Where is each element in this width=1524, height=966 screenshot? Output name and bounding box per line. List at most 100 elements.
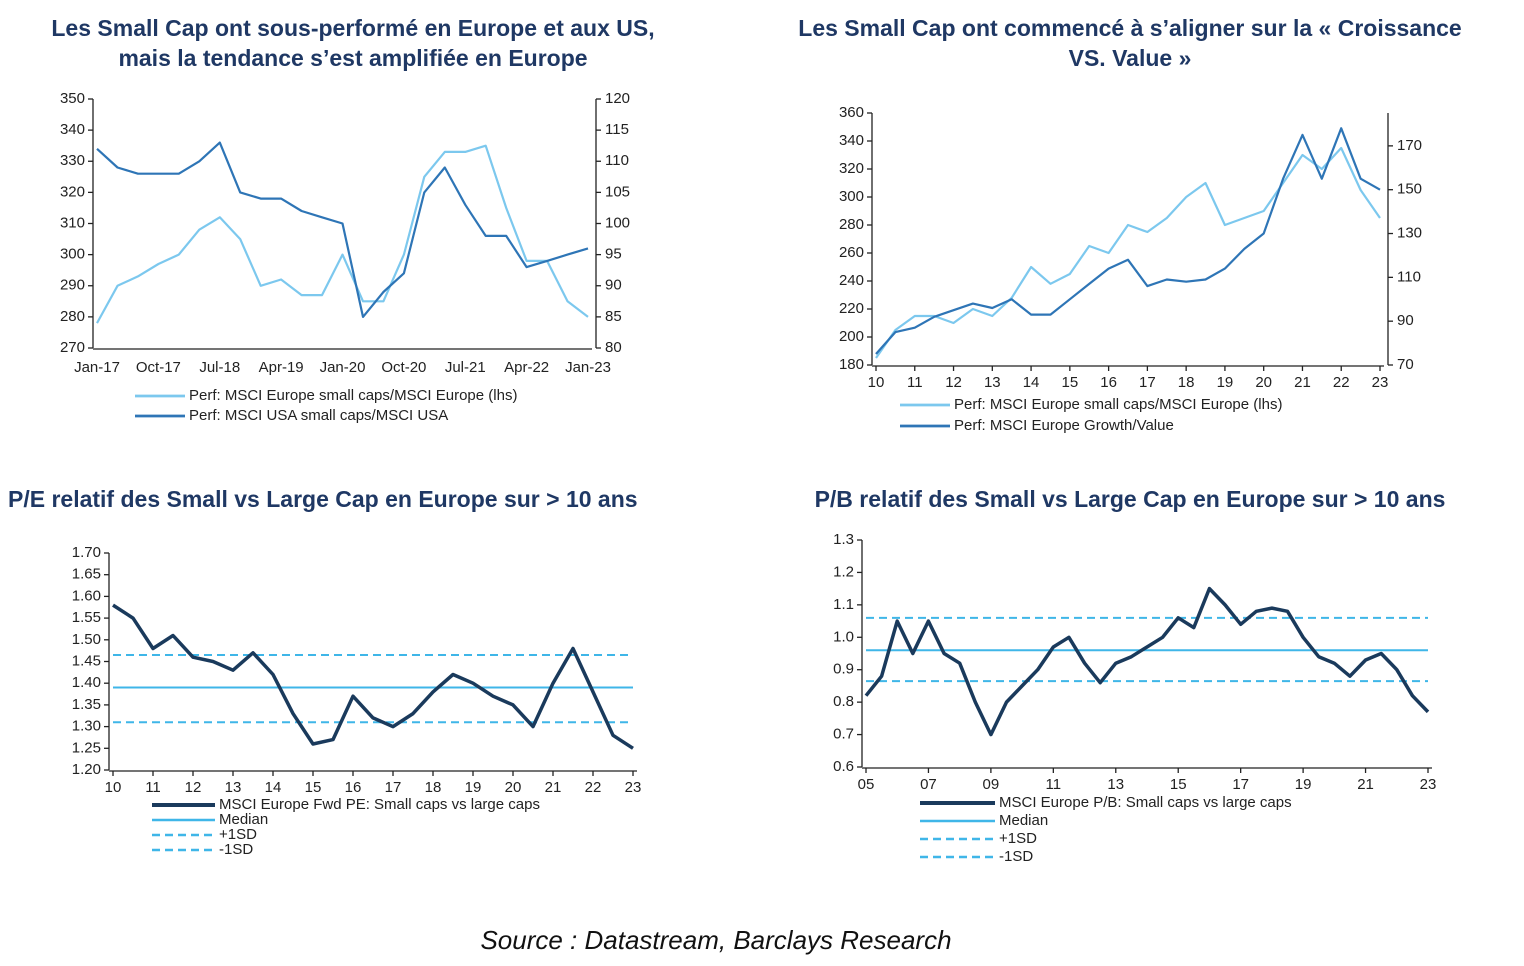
series-line [96,144,589,324]
y-tick-label: 1.40 [72,674,101,691]
y2-tick-label: 85 [605,308,622,325]
x-tick-label: 18 [1178,374,1195,391]
y-tick-label: 0.8 [833,693,854,710]
y-tick-label: 320 [839,160,864,177]
y-tick-label: 1.2 [833,563,854,580]
y2-tick-label: 90 [605,277,622,294]
y-tick-label: 1.35 [72,696,101,713]
x-tick-label: 12 [185,779,202,796]
x-tick-label: 21 [1357,776,1374,793]
legend-label: -1SD [219,841,253,858]
y-tick-label: 280 [839,216,864,233]
series-line [864,586,1430,737]
x-tick-label: Oct-20 [381,359,426,376]
x-tick-label: 16 [1100,374,1117,391]
x-tick-label: 20 [505,779,522,796]
x-tick-label: 10 [105,779,122,796]
legend-label: +1SD [999,830,1037,847]
x-tick-label: 05 [858,776,875,793]
y-tick-label: 340 [60,121,85,138]
legend-label: Perf: MSCI Europe small caps/MSCI Europe… [189,387,517,404]
y-tick-label: 310 [60,214,85,231]
y2-tick-label: 110 [1397,268,1421,285]
x-tick-label: 22 [1333,374,1350,391]
x-tick-label: 13 [225,779,242,796]
y2-tick-label: 70 [1397,356,1414,373]
y-tick-label: 1.20 [72,761,101,778]
y-tick-label: 0.6 [833,758,854,775]
x-tick-label: 13 [1107,776,1124,793]
y-tick-label: 330 [60,152,85,169]
y-tick-label: 1.1 [833,596,854,613]
legend-label: MSCI Europe Fwd PE: Small caps vs large … [219,796,540,813]
x-tick-label: 17 [1232,776,1249,793]
x-tick-label: Oct-17 [136,359,181,376]
y-tick-label: 200 [839,328,864,345]
y-tick-label: 1.0 [833,628,854,645]
x-tick-label: 21 [1294,374,1311,391]
y-tick-label: 1.60 [72,587,101,604]
y-tick-label: 1.50 [72,631,101,648]
chart-title: Les Small Cap ont commencé à s’aligner s… [798,15,1461,41]
y2-tick-label: 120 [605,90,630,107]
x-tick-label: 23 [1420,776,1437,793]
x-tick-label: 23 [1372,374,1389,391]
legend-label: -1SD [999,848,1033,865]
y-tick-label: 260 [839,244,864,261]
x-tick-label: 15 [305,779,322,796]
x-tick-label: Jul-18 [199,359,240,376]
y2-tick-label: 110 [605,152,629,169]
x-tick-label: 13 [984,374,1001,391]
series-line [875,127,1381,355]
y-tick-label: 1.3 [833,531,854,548]
y-tick-label: 280 [60,308,85,325]
legend-label: Perf: MSCI Europe Growth/Value [954,417,1174,434]
x-tick-label: 23 [625,779,642,796]
x-tick-label: 15 [1170,776,1187,793]
chart-title: P/B relatif des Small vs Large Cap en Eu… [815,486,1446,512]
series-line [875,146,1381,359]
x-tick-label: 22 [585,779,602,796]
x-tick-label: 14 [1023,374,1040,391]
y-tick-label: 220 [839,300,864,317]
y2-tick-label: 90 [1397,312,1414,329]
y-tick-label: 240 [839,272,864,289]
legend-label: MSCI Europe P/B: Small caps vs large cap… [999,794,1292,811]
y-tick-label: 360 [839,104,864,121]
y-tick-label: 1.30 [72,718,101,735]
x-tick-label: 20 [1255,374,1272,391]
y2-tick-label: 150 [1397,181,1422,198]
x-tick-label: 19 [465,779,482,796]
series-line [96,141,589,318]
legend-label: +1SD [219,826,257,843]
y2-tick-label: 100 [605,214,630,231]
y-tick-label: 300 [60,246,85,263]
y2-tick-label: 105 [605,183,630,200]
y-tick-label: 300 [839,188,864,205]
x-tick-label: 18 [425,779,442,796]
x-tick-label: 10 [868,374,885,391]
chart-title: Les Small Cap ont sous-performé en Europ… [51,15,654,41]
x-tick-label: 14 [265,779,282,796]
chart-title: P/E relatif des Small vs Large Cap en Eu… [8,486,638,512]
y-tick-label: 340 [839,132,864,149]
x-tick-label: 11 [907,374,923,391]
x-tick-label: 15 [1062,374,1079,391]
y-tick-label: 1.65 [72,566,101,583]
x-tick-label: 12 [945,374,962,391]
x-tick-label: 21 [545,779,562,796]
x-tick-label: Jul-21 [445,359,486,376]
y-tick-label: 0.7 [833,726,854,743]
y-tick-label: 1.70 [72,544,101,561]
legend-label: Perf: MSCI Europe small caps/MSCI Europe… [954,396,1282,413]
y2-tick-label: 115 [605,121,629,138]
y-tick-label: 1.55 [72,609,101,626]
y-tick-label: 1.25 [72,739,101,756]
y2-tick-label: 130 [1397,224,1422,241]
y-tick-label: 0.9 [833,661,854,678]
y-tick-label: 180 [839,356,864,373]
x-tick-label: Apr-22 [504,359,549,376]
y-tick-label: 290 [60,277,85,294]
